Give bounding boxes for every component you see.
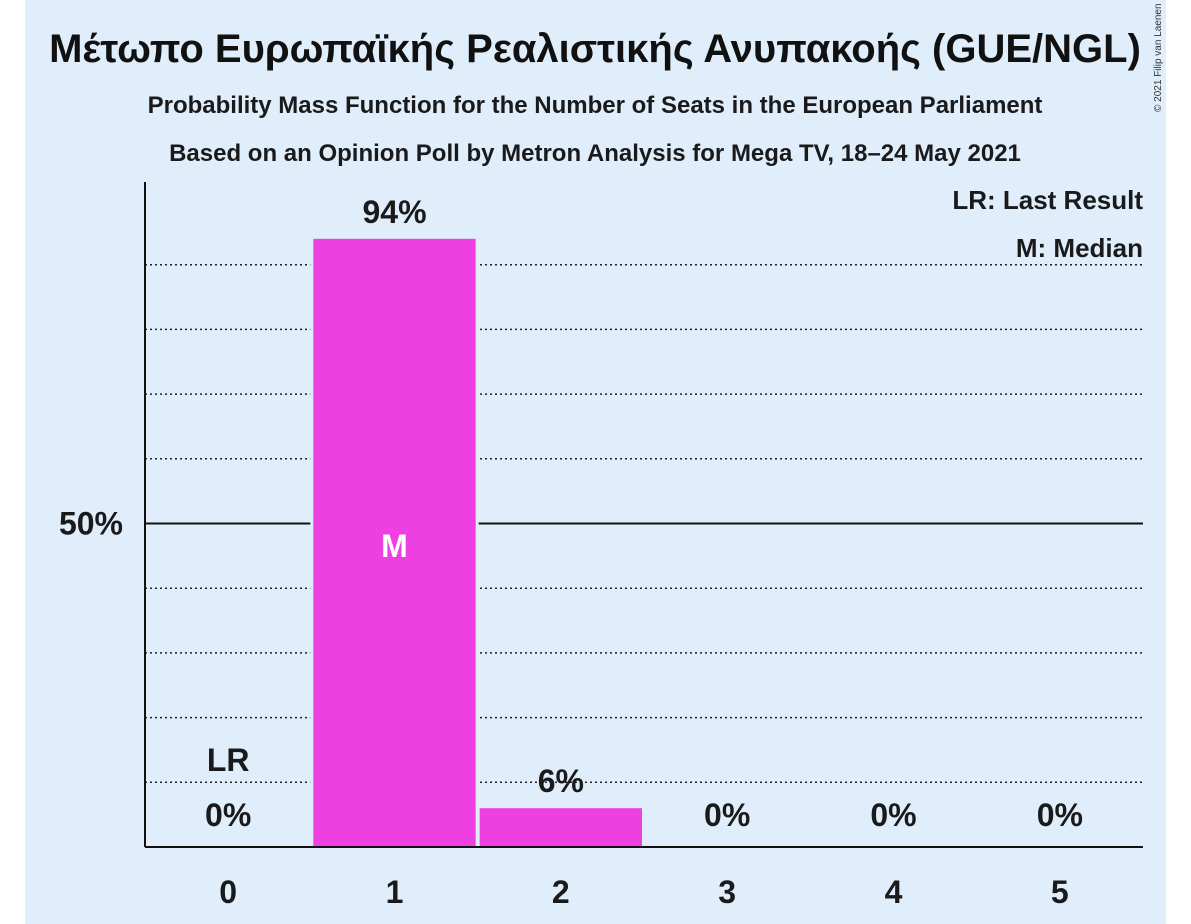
x-tick-label-0: 0	[219, 874, 237, 910]
x-tick-label-5: 5	[1051, 874, 1069, 910]
x-tick-label-4: 4	[885, 874, 903, 910]
chart-subtitle-2: Based on an Opinion Poll by Metron Analy…	[169, 140, 1021, 167]
value-label-3: 0%	[704, 797, 750, 833]
last-result-marker: LR	[207, 742, 250, 778]
value-label-5: 0%	[1037, 797, 1083, 833]
bar-1	[313, 238, 476, 847]
bars	[310, 238, 645, 847]
value-label-1: 94%	[362, 194, 426, 230]
value-labels: 0% 0 94% 1 6% 2 0% 3 0% 4 0% 5 LR M 50%	[59, 194, 1083, 910]
x-tick-label-1: 1	[386, 874, 404, 910]
value-label-4: 0%	[870, 797, 916, 833]
x-tick-label-3: 3	[718, 874, 736, 910]
y-tick-label-50: 50%	[59, 506, 123, 542]
chart-title: Μέτωπο Ευρωπαϊκής Ρεαλιστικής Ανυπακοής …	[49, 27, 1141, 71]
value-label-2: 6%	[538, 763, 584, 799]
x-tick-label-2: 2	[552, 874, 570, 910]
median-marker: M	[381, 528, 408, 564]
gridlines	[145, 263, 1143, 784]
chart-background	[25, 0, 1166, 924]
axes	[144, 182, 1143, 848]
legend-last-result: LR: Last Result	[952, 185, 1143, 215]
copyright-notice: © 2021 Filip van Laenen	[1153, 3, 1164, 112]
bar-2	[479, 808, 642, 847]
value-label-0: 0%	[205, 797, 251, 833]
chart-subtitle-1: Probability Mass Function for the Number…	[148, 92, 1043, 119]
legend-median: M: Median	[1016, 233, 1143, 263]
